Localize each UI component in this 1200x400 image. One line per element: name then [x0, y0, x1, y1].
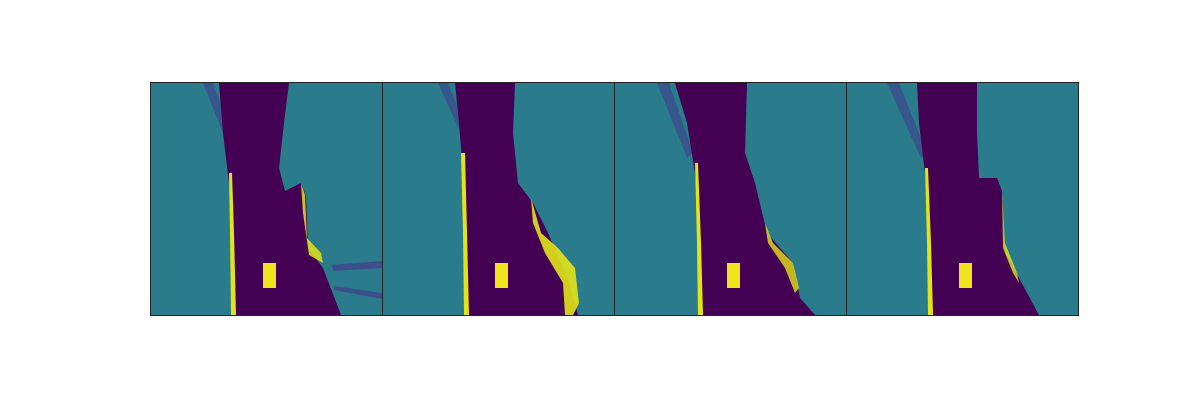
map-panel-1 — [150, 82, 383, 316]
segmentation-map-3 — [615, 83, 846, 315]
ego-marker-2 — [495, 263, 508, 288]
map-panel-4 — [846, 82, 1079, 316]
segmentation-map-1 — [151, 83, 382, 315]
segmentation-map-4 — [847, 83, 1078, 315]
map-panel-3 — [614, 82, 847, 316]
ego-marker-4 — [959, 263, 972, 288]
map-panel-2 — [382, 82, 615, 316]
figure-strip — [150, 82, 1080, 316]
ego-marker-3 — [727, 263, 740, 288]
ego-marker-1 — [263, 263, 276, 288]
segmentation-map-2 — [383, 83, 614, 315]
